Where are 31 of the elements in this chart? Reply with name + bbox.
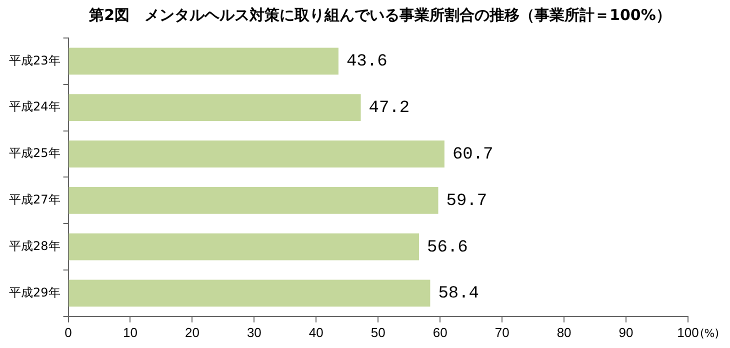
data-label: 59.7 <box>446 192 488 211</box>
bar <box>68 233 420 260</box>
bar <box>68 94 361 122</box>
y-tick-label: 平成28年 <box>8 238 60 253</box>
data-label: 60.7 <box>452 146 494 164</box>
x-tick-label: 40 <box>308 324 324 340</box>
x-tick-label: 60 <box>432 324 448 340</box>
x-tick-label: 30 <box>246 324 262 340</box>
y-tick-label: 平成27年 <box>8 192 60 207</box>
data-label: 58.4 <box>438 284 480 304</box>
x-tick-label: 80 <box>556 324 572 340</box>
bar <box>68 186 438 214</box>
data-label: 56.6 <box>427 238 468 258</box>
x-tick-label: 90 <box>618 324 634 340</box>
y-tick-label: 平成29年 <box>8 285 60 300</box>
bar <box>68 140 444 168</box>
chart-title: 第2図 メンタルヘルス対策に取り組んでいる事業所割合の推移（事業所計＝100%） <box>88 6 672 25</box>
x-axis-title: (%) <box>700 326 720 340</box>
x-tick-label: 20 <box>184 324 200 340</box>
data-label: 43.6 <box>346 52 388 72</box>
bar <box>68 280 430 307</box>
x-tick-label: 0 <box>64 324 72 340</box>
y-tick-label: 平成23年 <box>8 53 60 68</box>
x-tick-label: 50 <box>370 324 386 340</box>
x-tick-label: 100 <box>677 324 699 340</box>
bar <box>68 48 338 75</box>
data-label: 47.2 <box>368 99 410 118</box>
x-tick-label: 10 <box>123 324 138 340</box>
x-tick-label: 70 <box>494 324 510 340</box>
y-tick-label: 平成25年 <box>8 146 60 160</box>
y-tick-label: 平成24年 <box>8 100 60 114</box>
